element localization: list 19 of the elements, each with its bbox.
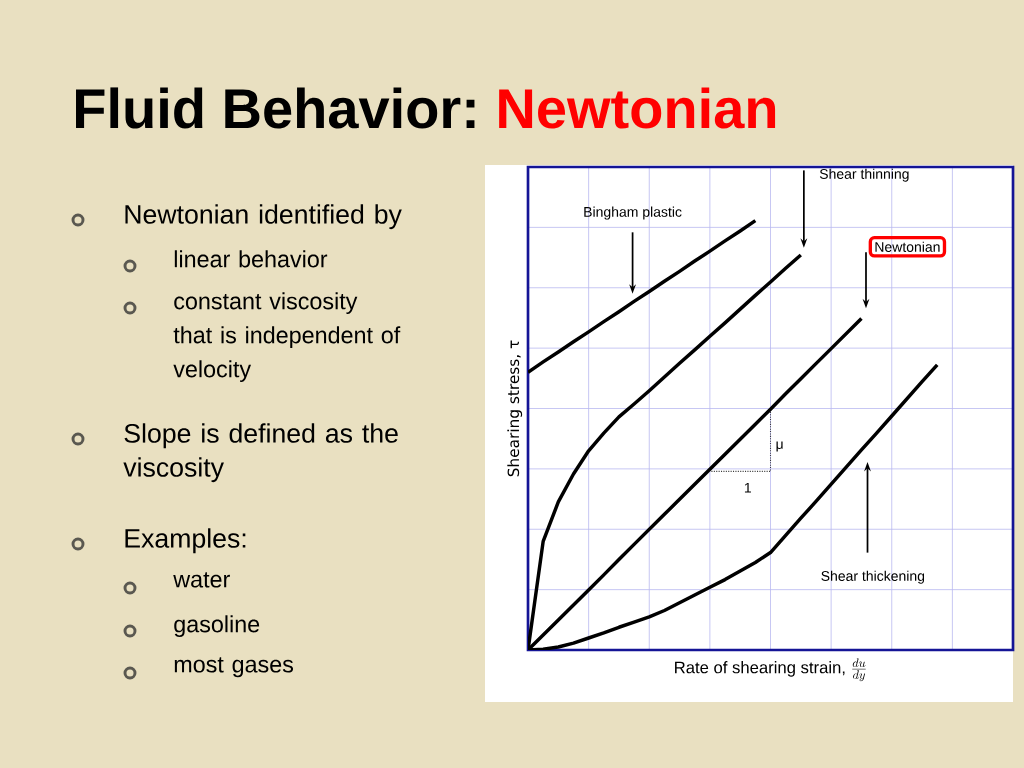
annotation: μ [776,441,783,452]
text: water [173,572,230,588]
annotation: Newtonian [875,241,940,252]
x-axis-title: Rate of shearing strain, [675,661,845,677]
text: $\frac{du}{dy}$ [852,658,866,682]
text: Examples: [125,528,246,554]
text: Shear thinning [819,168,909,182]
text: gasoline [174,615,260,638]
chart-subtitle: Newtonian [499,87,776,129]
text: Bingham plastic [584,206,682,220]
annotation: 1 [744,482,751,493]
text: most gases [174,657,294,678]
y-axis-title: Shearing stress, τ [507,340,523,477]
text: linear behavior [174,250,328,268]
annotation: Shear thickening [821,570,925,584]
text: constant viscosity that is independent of velocity [173,292,401,383]
chart-title: Fluid Behavior: [76,87,475,129]
text: Slope is defined as the viscosity [123,423,398,483]
text: Newtonian identified by [125,204,402,230]
